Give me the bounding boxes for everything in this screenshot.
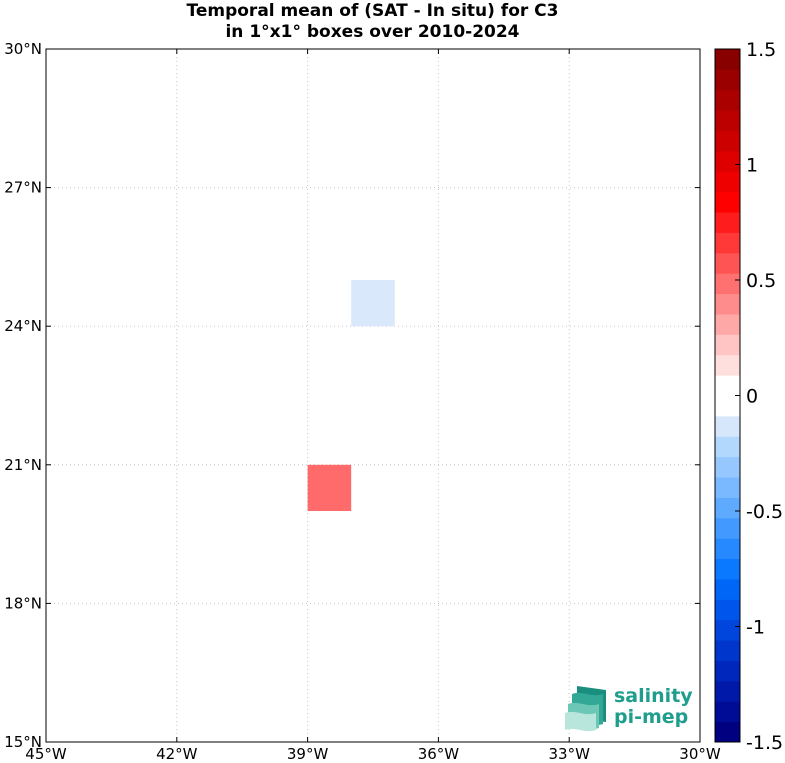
colorbar-segment [715, 599, 740, 621]
colorbar-segment [715, 415, 740, 437]
logo-text-salinity: salinity [614, 685, 693, 707]
colorbar-segment [715, 212, 740, 233]
colorbar-segment [715, 313, 740, 335]
y-tick-label: 15°N [4, 733, 42, 751]
colorbar-tick-label: 0.5 [746, 270, 776, 292]
colorbar-segment [715, 701, 740, 723]
x-tick-label: 36°W [418, 745, 460, 763]
colorbar-segment [715, 375, 740, 396]
colorbar-segment [715, 477, 740, 498]
colorbar-segment [715, 49, 740, 70]
colorbar-segment [715, 436, 740, 458]
colorbar-ticks: 1.5 1 0.5 0 -0.5 -1 -1.5 [735, 39, 783, 754]
y-tick-label: 24°N [4, 317, 42, 335]
logo-wave-icon [565, 686, 606, 732]
colorbar-segment [715, 721, 740, 743]
y-tick-label: 30°N [4, 40, 42, 58]
colorbar-segment [715, 619, 740, 641]
y-tick-label: 18°N [4, 594, 42, 612]
colorbar: 1.5 1 0.5 0 -0.5 -1 -1.5 [714, 39, 783, 754]
colorbar-segment [715, 660, 740, 682]
map-frame [45, 48, 701, 743]
map-plot-area: 45°W 42°W 39°W 36°W 33°W 30°W 30°N 27°N 24°N 21°… [4, 40, 721, 763]
colorbar-segment [715, 395, 740, 417]
colorbar-tick-label: 1 [746, 155, 758, 177]
colorbar-segment [715, 130, 740, 152]
colorbar-segment [715, 354, 740, 376]
colorbar-segment [715, 334, 740, 356]
colorbar-tick-label: -1 [746, 617, 765, 639]
colorbar-segment [715, 89, 740, 111]
salinity-pimep-logo: salinity pi-mep [565, 685, 693, 732]
colorbar-tick-label: -0.5 [746, 501, 783, 523]
colorbar-segment [715, 578, 740, 600]
colorbar-segment [715, 456, 740, 478]
y-tick-label: 21°N [4, 456, 42, 474]
colorbar-segment [715, 558, 740, 580]
x-tick-label: 45°W [25, 745, 67, 763]
y-tick-label: 27°N [4, 179, 42, 197]
logo-text-pimep: pi-mep [614, 706, 688, 728]
colorbar-segment [715, 538, 740, 560]
map-cells [307, 280, 395, 511]
colorbar-segment [715, 640, 740, 661]
colorbar-tick-label: 1.5 [746, 39, 776, 61]
colorbar-segment [715, 517, 740, 539]
x-tick-label: 42°W [156, 745, 198, 763]
colorbar-segment [715, 150, 740, 172]
map-gridlines [46, 49, 700, 742]
colorbar-segment [715, 69, 740, 91]
colorbar-segment [715, 110, 740, 132]
x-tick-label: 39°W [287, 745, 329, 763]
colorbar-segment [715, 273, 740, 295]
colorbar-segment [715, 293, 740, 315]
data-cell [307, 464, 352, 511]
data-cell [351, 280, 395, 327]
colorbar-segment [715, 191, 740, 213]
colorbar-tick-label: 0 [746, 386, 758, 408]
map-background [46, 49, 700, 742]
colorbar-segment [715, 232, 740, 254]
y-axis-ticks: 30°N 27°N 24°N 21°N 18°N 15°N [4, 40, 700, 751]
x-tick-label: 30°W [679, 745, 721, 763]
colorbar-segment [715, 680, 740, 702]
colorbar-segments [715, 49, 740, 743]
chart-title-line2: in 1°x1° boxes over 2010-2024 [225, 22, 520, 42]
x-axis-ticks: 45°W 42°W 39°W 36°W 33°W 30°W [25, 49, 721, 763]
colorbar-segment [715, 497, 740, 519]
x-tick-label: 33°W [548, 745, 590, 763]
colorbar-segment [715, 171, 740, 193]
colorbar-segment [715, 252, 740, 274]
chart-title-line1: Temporal mean of (SAT - In situ) for C3 [186, 1, 559, 21]
colorbar-tick-label: -1.5 [746, 732, 783, 754]
